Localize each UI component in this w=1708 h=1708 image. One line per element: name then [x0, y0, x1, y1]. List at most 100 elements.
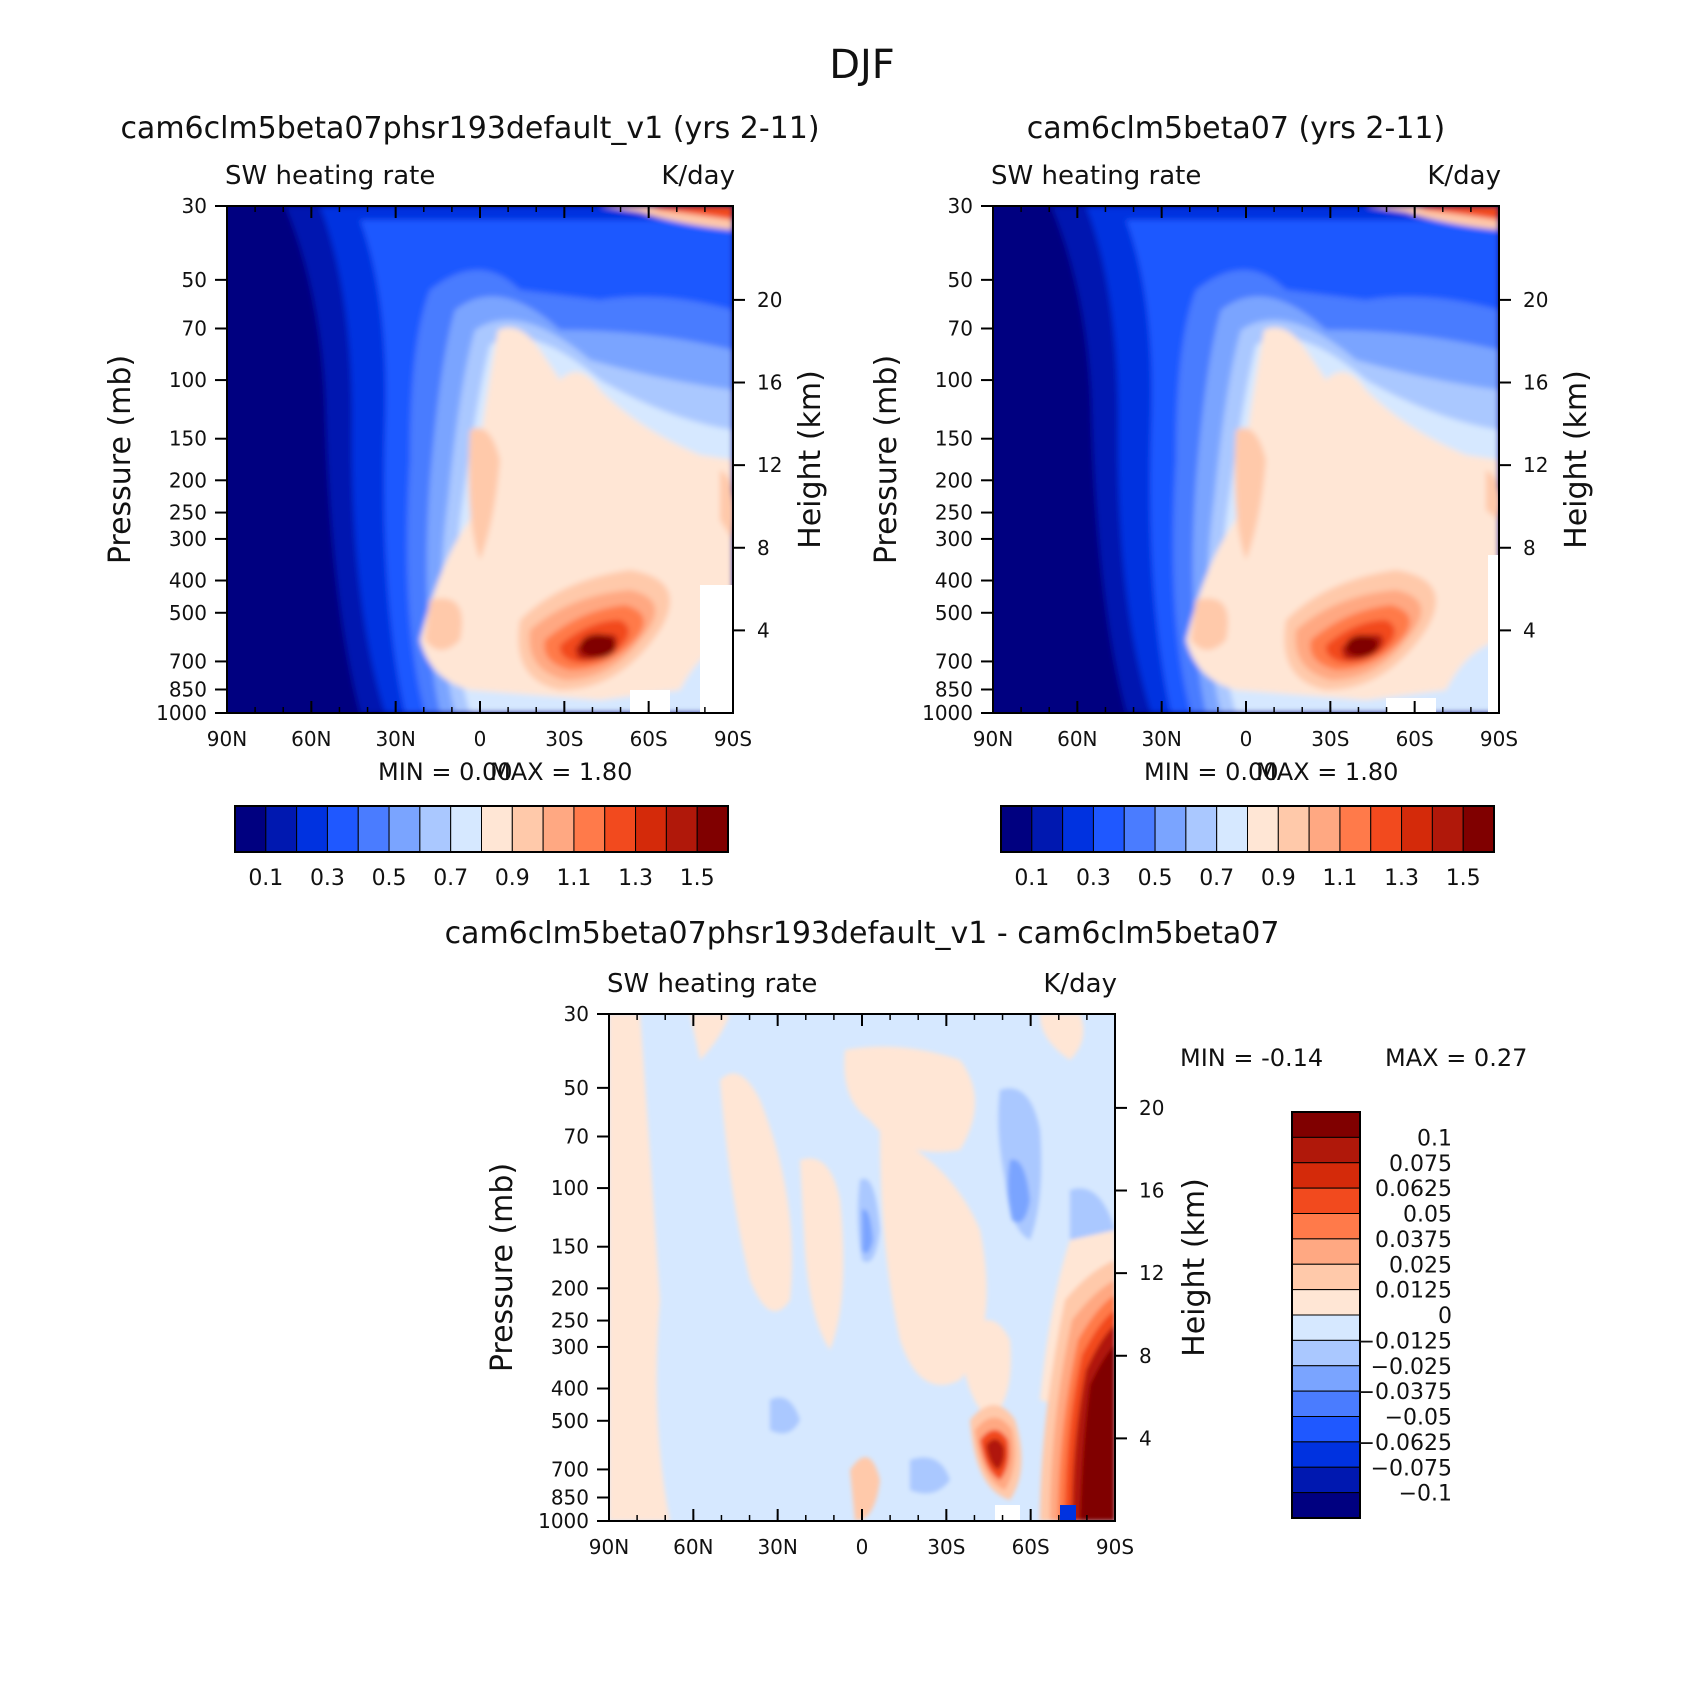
y-tick-label: 850: [551, 1486, 589, 1510]
panel-a-max: MAX = 1.80: [490, 758, 632, 786]
y-tick-label: 30: [182, 194, 207, 218]
panel-b-colorbar: 0.1 0.3 0.5 0.7 0.9 1.1 1.3 1.5: [1000, 805, 1495, 891]
colorbar-label: 1.1: [556, 866, 591, 891]
x-tick-label: 30S: [545, 727, 583, 751]
colorbar-box: [1462, 805, 1495, 853]
panel-a-axes: 90N 60N 30N 0 30S 60S 90S 30 50 70 100 150 200 250300…: [103, 194, 828, 751]
colorbar-label: −0.0625: [1357, 1431, 1452, 1456]
colorbar-box: [1291, 1187, 1361, 1214]
y-tick-label: 150: [935, 427, 973, 451]
x-tick-label: 60S: [1396, 727, 1434, 751]
x-tick-label: 30S: [1311, 727, 1349, 751]
x-tick-label: 60S: [1012, 1535, 1050, 1559]
colorbar-box: [1401, 805, 1433, 853]
colorbar-box: [1431, 805, 1464, 853]
x-tick-label: 90S: [1480, 727, 1518, 751]
colorbar-box: [1216, 805, 1248, 853]
colorbar-box: [1291, 1314, 1361, 1341]
x-tick-label: 0: [856, 1535, 869, 1559]
y-axis-title: Pressure (mb): [103, 355, 138, 564]
colorbar-label: 0.5: [1138, 866, 1173, 891]
colorbar-label: 0.7: [1199, 866, 1234, 891]
y-axis-title: Pressure (mb): [485, 1163, 520, 1372]
colorbar-label: −0.0375: [1357, 1380, 1452, 1405]
y-tick-label: 30: [948, 194, 973, 218]
y-right-tick-label: 4: [1139, 1426, 1152, 1450]
x-tick-label: 30N: [757, 1535, 797, 1559]
y-right-tick-label: 12: [1139, 1261, 1164, 1285]
colorbar-box: [1291, 1238, 1361, 1265]
y-tick-label: 850: [169, 678, 207, 702]
y-tick-label: 100: [169, 368, 207, 392]
panel-c-field: [609, 1014, 1115, 1521]
y-tick-label: 70: [564, 1125, 589, 1149]
y-right-axis-title: Height (km): [1559, 370, 1594, 549]
y-right-axis-title: Height (km): [793, 370, 828, 549]
y-tick-label: 700: [551, 1457, 589, 1481]
colorbar-label: 1.3: [618, 866, 653, 891]
x-tick-label: 90N: [589, 1535, 629, 1559]
colorbar-label: 0.1: [248, 866, 283, 891]
colorbar-box: [1291, 1111, 1361, 1138]
x-tick-label: 60N: [291, 727, 331, 751]
panel-c-right-label: K/day: [1043, 969, 1117, 999]
colorbar-box: [1291, 1213, 1361, 1240]
x-tick-label: 90N: [207, 727, 247, 751]
x-tick-label: 30N: [1141, 727, 1181, 751]
y-right-tick-label: 20: [757, 288, 782, 312]
colorbar-box: [1308, 805, 1341, 853]
y-tick-label: 1000: [922, 701, 973, 725]
y-tick-label: 400: [551, 1377, 589, 1401]
colorbar-box: [1092, 805, 1125, 853]
colorbar-box: [326, 805, 359, 853]
colorbar-box: [1277, 805, 1310, 853]
colorbar-label: 1.5: [1446, 866, 1481, 891]
panel-a-field: [227, 206, 733, 713]
panel-b-min: MIN = 0.00: [1144, 758, 1279, 786]
colorbar-box: [1291, 1136, 1361, 1164]
x-tick-label: 90S: [1096, 1535, 1134, 1559]
panel-c-axes: 90N 60N 30N 0 30S 60S 90S 30 50 70 100 150 200 250300…: [485, 1002, 1212, 1559]
colorbar-box: [388, 805, 421, 853]
colorbar-label: 1.5: [680, 866, 715, 891]
y-tick-label: 850: [935, 678, 973, 702]
colorbar-box: [1154, 805, 1187, 853]
colorbar-label: 0.05: [1403, 1203, 1452, 1228]
colorbar-frame: [1000, 805, 1495, 853]
y-tick-label: 500: [169, 601, 207, 625]
y-tick-label: 200: [935, 468, 973, 492]
colorbar-label: −0.0125: [1357, 1329, 1452, 1354]
y-tick-label: 250: [169, 501, 207, 525]
colorbar-box: [1370, 805, 1403, 853]
y-tick-label: 300: [935, 527, 973, 551]
colorbar-label: −0.025: [1371, 1355, 1452, 1380]
x-tick-label: 60N: [673, 1535, 713, 1559]
y-right-tick-label: 16: [1139, 1179, 1164, 1203]
colorbar-box: [1291, 1416, 1361, 1443]
colorbar-label: 0.9: [1261, 866, 1296, 891]
y-tick-label: 250: [935, 501, 973, 525]
y-right-tick-label: 8: [1139, 1344, 1152, 1368]
colorbar-box: [1291, 1162, 1361, 1189]
panel-a-left-label: SW heating rate: [225, 161, 435, 191]
y-tick-label: 250: [551, 1309, 589, 1333]
colorbar-box: [665, 805, 698, 853]
colorbar-label: 0.0375: [1375, 1228, 1452, 1253]
panel-b-right-label: K/day: [1427, 161, 1501, 191]
colorbar-label: −0.1: [1399, 1482, 1452, 1507]
colorbar-box: [1291, 1365, 1361, 1392]
colorbar-box: [419, 805, 452, 853]
x-tick-label: 60N: [1057, 727, 1097, 751]
y-right-tick-label: 12: [1523, 453, 1548, 477]
y-right-tick-label: 16: [757, 371, 782, 395]
y-tick-label: 30: [564, 1002, 589, 1026]
colorbar-label: 0.1: [1014, 866, 1049, 891]
y-right-tick-label: 16: [1523, 371, 1548, 395]
y-right-tick-label: 20: [1523, 288, 1548, 312]
y-axis-title: Pressure (mb): [869, 355, 904, 564]
panel-a-colorbar: 0.1 0.3 0.5 0.7 0.9 1.1 1.3 1.5: [234, 805, 729, 891]
x-tick-label: 0: [474, 727, 487, 751]
colorbar-box: [1291, 1289, 1361, 1316]
colorbar-box: [265, 805, 298, 853]
